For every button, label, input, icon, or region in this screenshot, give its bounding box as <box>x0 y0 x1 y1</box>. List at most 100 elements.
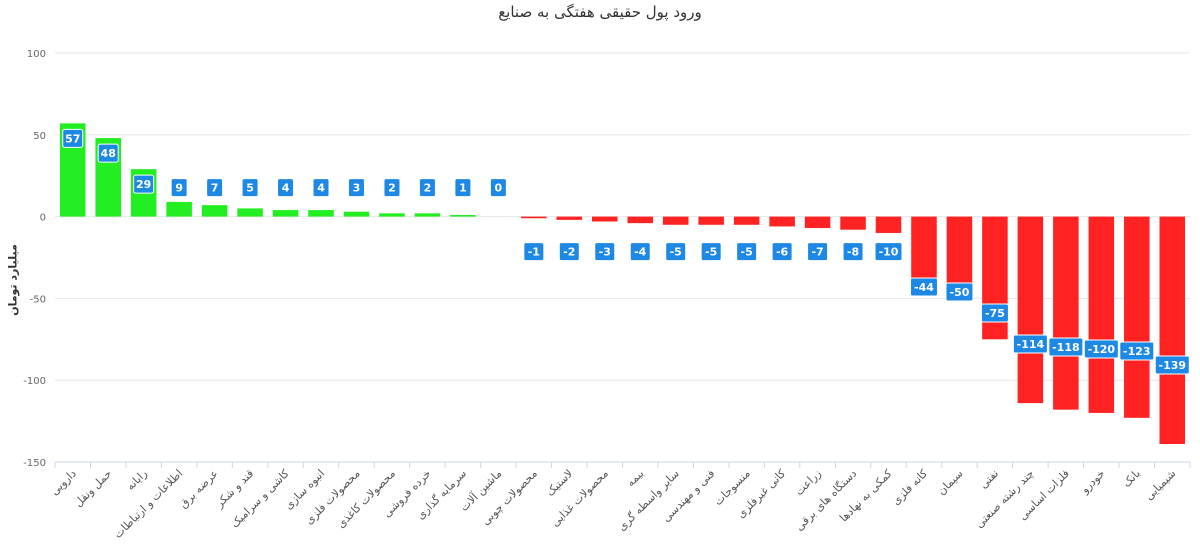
svg-text:2: 2 <box>424 182 432 195</box>
data-label: -1 <box>523 242 545 262</box>
bar[interactable] <box>343 211 370 217</box>
y-tick-label: -100 <box>23 376 46 387</box>
data-label: 48 <box>97 143 119 163</box>
x-category-label: زراعت <box>793 467 824 498</box>
data-label: 5 <box>241 178 259 198</box>
bar[interactable] <box>379 213 405 217</box>
data-label: -50 <box>945 282 974 302</box>
svg-text:-118: -118 <box>1052 341 1080 354</box>
bar[interactable] <box>840 216 866 230</box>
svg-text:-8: -8 <box>847 246 859 259</box>
x-category-label: دارویی <box>48 467 79 498</box>
x-category-label: سایر واسطه گری <box>615 467 682 534</box>
svg-text:0: 0 <box>495 182 503 195</box>
bar[interactable] <box>662 216 689 225</box>
x-category-label: دستگاه های برقی <box>793 467 859 533</box>
bar[interactable] <box>414 213 441 217</box>
x-category-label: سیمان <box>935 467 966 498</box>
bar[interactable] <box>308 210 334 217</box>
svg-text:4: 4 <box>282 182 290 195</box>
data-label: 3 <box>347 178 365 198</box>
data-label: -2 <box>558 242 580 262</box>
y-tick-label: 50 <box>33 131 46 142</box>
x-category-label: رایانه <box>124 467 150 493</box>
svg-text:29: 29 <box>136 178 151 191</box>
svg-text:-3: -3 <box>599 246 611 259</box>
data-label: 2 <box>383 178 401 198</box>
x-category-label: بانک <box>1120 467 1143 490</box>
svg-text:-7: -7 <box>811 246 823 259</box>
x-category-label: بیمه <box>624 467 646 489</box>
data-label: 9 <box>170 178 188 198</box>
chart-title: ورود پول حقیقی هفتگی به صنایع <box>498 3 702 21</box>
svg-text:-114: -114 <box>1017 338 1045 351</box>
bar[interactable] <box>237 208 263 217</box>
svg-text:-75: -75 <box>985 307 1005 320</box>
x-category-label: نفتی <box>977 467 1001 491</box>
svg-text:48: 48 <box>101 147 116 160</box>
svg-text:-10: -10 <box>879 246 899 259</box>
svg-text:-5: -5 <box>741 246 753 259</box>
x-category-label: شیمیایی <box>1142 467 1178 503</box>
bar[interactable] <box>804 216 831 229</box>
svg-text:-50: -50 <box>950 286 970 299</box>
svg-text:-5: -5 <box>670 246 682 259</box>
bar[interactable] <box>166 201 192 217</box>
data-label: -10 <box>874 242 903 262</box>
x-category-label: کانه فلزی <box>889 466 930 507</box>
y-tick-label: -150 <box>23 458 46 469</box>
data-label: 7 <box>206 178 224 198</box>
svg-text:9: 9 <box>175 182 183 195</box>
data-label: -7 <box>807 242 829 262</box>
bar[interactable] <box>769 216 795 227</box>
svg-text:-123: -123 <box>1123 345 1151 358</box>
bar[interactable] <box>1124 216 1150 418</box>
data-label: -5 <box>736 242 758 262</box>
data-label: -114 <box>1012 334 1048 354</box>
bar[interactable] <box>911 216 937 289</box>
data-label: 0 <box>489 178 507 198</box>
x-category-label: لاستیک <box>544 467 576 499</box>
data-label: -5 <box>700 242 722 262</box>
data-label: 29 <box>133 174 155 194</box>
bar[interactable] <box>698 216 724 225</box>
data-label: 2 <box>418 178 436 198</box>
svg-text:-2: -2 <box>563 246 575 259</box>
data-label: -6 <box>771 242 793 262</box>
svg-text:-4: -4 <box>634 246 647 259</box>
svg-text:-139: -139 <box>1159 359 1187 372</box>
data-label: -118 <box>1048 337 1084 357</box>
bar[interactable] <box>1053 216 1079 410</box>
data-label: -8 <box>842 242 864 262</box>
svg-text:2: 2 <box>388 182 396 195</box>
svg-text:-6: -6 <box>776 246 789 259</box>
data-label: -4 <box>629 242 651 262</box>
bar[interactable] <box>627 216 654 224</box>
data-label: -5 <box>665 242 687 262</box>
bar[interactable] <box>1159 216 1186 445</box>
bar[interactable] <box>556 216 583 220</box>
x-category-label: خودرو <box>1078 467 1108 497</box>
bar[interactable] <box>272 210 299 217</box>
bar[interactable] <box>450 214 476 217</box>
bar[interactable] <box>1017 216 1044 404</box>
bar[interactable] <box>521 216 547 219</box>
bar[interactable] <box>875 216 902 233</box>
bar[interactable] <box>1088 216 1115 413</box>
bar[interactable] <box>733 216 760 225</box>
data-label: -44 <box>909 277 938 297</box>
svg-text:7: 7 <box>211 182 219 195</box>
y-tick-label: 0 <box>40 213 46 224</box>
svg-text:1: 1 <box>459 182 467 195</box>
svg-text:3: 3 <box>353 182 361 195</box>
data-label: 57 <box>62 128 84 148</box>
data-label: -75 <box>980 303 1009 323</box>
bar[interactable] <box>201 205 228 217</box>
x-category-label: اطلاعات و ارتباطات <box>111 467 185 541</box>
data-label: 4 <box>312 178 330 198</box>
bar[interactable] <box>591 216 618 222</box>
svg-text:5: 5 <box>246 182 254 195</box>
data-label: -139 <box>1154 355 1190 375</box>
svg-text:-1: -1 <box>528 246 540 259</box>
